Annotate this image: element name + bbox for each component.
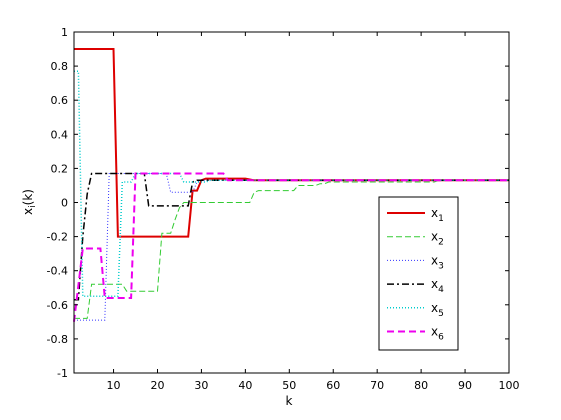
x-tick-label: 60 xyxy=(326,379,340,392)
y-axis-label-main: x xyxy=(21,208,35,215)
legend-label-x6: x6 xyxy=(431,325,444,343)
legend-label-x3: x3 xyxy=(431,253,444,271)
legend-box xyxy=(378,196,459,351)
y-tick-label: 0.8 xyxy=(51,60,69,73)
x-tick-label: 20 xyxy=(150,379,164,392)
legend-label-x5: x5 xyxy=(431,301,444,319)
y-axis-label-tail: (k) xyxy=(21,189,35,205)
y-tick-label: 0.2 xyxy=(51,162,69,175)
x-axis-label: k xyxy=(286,394,293,408)
x-tick-label: 40 xyxy=(238,379,252,392)
y-tick-label: 0.4 xyxy=(51,128,69,141)
x-tick-label: 50 xyxy=(282,379,296,392)
y-tick-label: -0.8 xyxy=(47,333,68,346)
series-line-x2 xyxy=(74,179,509,319)
series-line-x6 xyxy=(73,172,509,322)
legend: x1 x2 x3 x4 x5 x6 xyxy=(378,196,459,351)
y-tick-label: -0.4 xyxy=(47,265,68,278)
series-layer xyxy=(73,48,509,322)
x-tick-label: 80 xyxy=(414,379,428,392)
legend-label-x4: x4 xyxy=(431,277,444,295)
x-tick-label: 30 xyxy=(194,379,208,392)
x-tick-label: 70 xyxy=(370,379,384,392)
y-axis-label-sub: i xyxy=(28,205,38,208)
ticks-layer: 10 20 30 40 50 60 70 80 90 100-1-0.8-0.6-0.4-0.20… xyxy=(47,26,520,392)
legend-label-x1: x1 xyxy=(431,206,444,224)
y-tick-label: 0 xyxy=(61,197,68,210)
y-tick-label: -0.2 xyxy=(47,231,68,244)
y-tick-label: -0.6 xyxy=(47,299,68,312)
y-tick-label: 0.6 xyxy=(51,94,69,107)
legend-label-x2: x2 xyxy=(431,230,444,248)
y-tick-label: 1 xyxy=(61,26,68,39)
x-tick-label: 90 xyxy=(458,379,472,392)
y-tick-label: -1 xyxy=(57,367,68,380)
y-axis-label: xi(k) xyxy=(21,189,38,215)
series-line-x5 xyxy=(74,70,509,298)
x-tick-label: 10 xyxy=(107,379,121,392)
x-tick-label: 100 xyxy=(499,379,520,392)
